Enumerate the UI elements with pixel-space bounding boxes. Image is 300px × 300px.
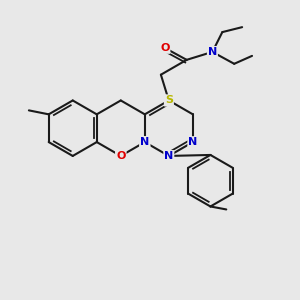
Text: S: S: [165, 95, 173, 106]
Text: N: N: [164, 151, 173, 161]
Text: O: O: [160, 43, 170, 53]
Text: O: O: [116, 151, 125, 161]
Text: S: S: [165, 95, 173, 106]
Text: N: N: [188, 137, 197, 147]
Text: N: N: [208, 47, 217, 57]
Text: O: O: [116, 151, 125, 161]
Text: N: N: [140, 137, 149, 147]
Text: N: N: [140, 137, 149, 147]
